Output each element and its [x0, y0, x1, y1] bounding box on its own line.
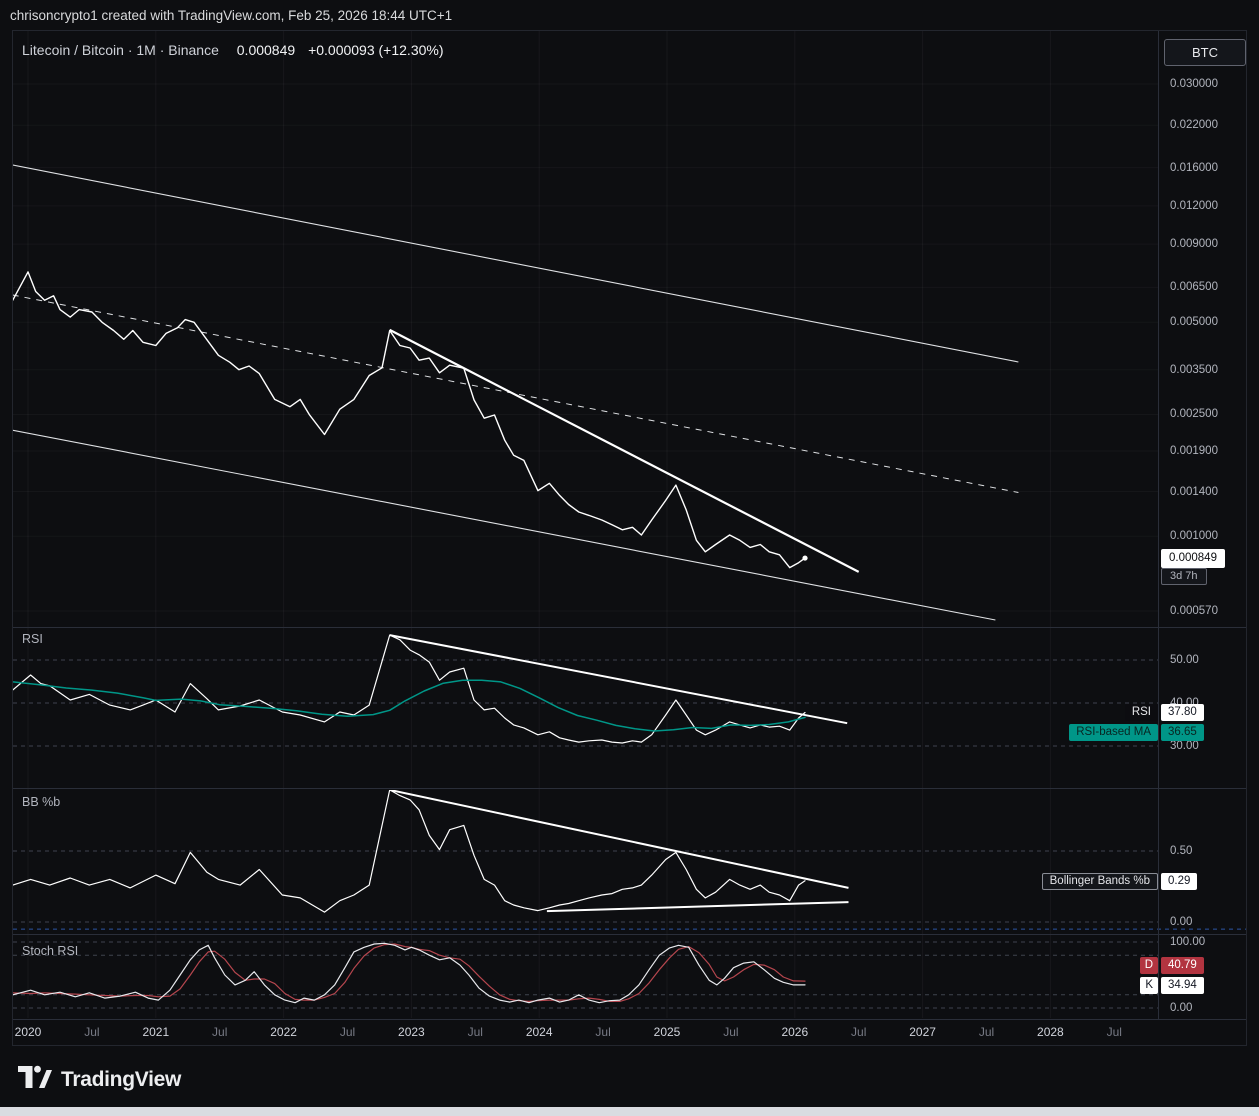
time-axis-label: 2027: [909, 1025, 936, 1039]
price-axis-tick: 0.005000: [1170, 316, 1218, 329]
attribution-text: chrisoncrypto1 created with TradingView.…: [10, 8, 453, 23]
price-axis-tick: 0.000570: [1170, 605, 1218, 618]
price-axis-tick: 0.003500: [1170, 363, 1218, 376]
stoch-pane-title[interactable]: Stoch RSI: [22, 944, 79, 958]
tradingview-logo-icon: [18, 1062, 52, 1097]
price-axis-tick: 0.009000: [1170, 238, 1218, 251]
rsi-pane-title[interactable]: RSI: [22, 632, 43, 646]
price-axis-tick: 0.001400: [1170, 485, 1218, 498]
brand-name: TradingView: [61, 1067, 182, 1091]
time-axis-label: Jul: [467, 1025, 483, 1039]
time-axis-label: Jul: [339, 1025, 356, 1039]
indicator-level-label: 30.00: [1170, 740, 1199, 752]
bar-countdown-badge: 3d 7h: [1161, 568, 1207, 585]
currency-toggle-button[interactable]: BTC: [1164, 39, 1246, 66]
time-axis-label: Jul: [595, 1025, 611, 1039]
indicator-level-label: 0.00: [1170, 1002, 1193, 1014]
time-axis[interactable]: 2020 Jul 2021 Jul 2022 Jul 2023 Jul 2024 Jul 2025 J…: [0, 1019, 1259, 1046]
price-axis-tick: 0.022000: [1170, 119, 1218, 132]
time-axis-label: Jul: [978, 1025, 995, 1039]
rsi-ma-value-chip: 36.65: [1161, 724, 1204, 741]
bb-pane-title[interactable]: BB %b: [22, 795, 61, 809]
time-axis-label: 2021: [142, 1025, 170, 1039]
stoch-k-value-chip: 34.94: [1161, 977, 1204, 994]
indicator-level-label: 0.00: [1170, 916, 1193, 928]
price-axis-tick: 0.001000: [1170, 530, 1218, 543]
indicator-level-label: 0.50: [1170, 845, 1193, 857]
time-axis-label: Jul: [851, 1025, 867, 1039]
tradingview-branding[interactable]: TradingView: [18, 1062, 181, 1097]
price-axis-tick: 0.030000: [1170, 78, 1218, 90]
time-axis-label: Jul: [212, 1025, 228, 1039]
bb-value-chip: 0.29: [1161, 873, 1198, 890]
rsi-value-chip: 37.80: [1161, 704, 1204, 721]
time-axis-label: Jul: [1106, 1025, 1122, 1039]
symbol-title[interactable]: Litecoin / Bitcoin · 1M · Binance: [22, 42, 219, 58]
time-axis-label: 2020: [14, 1025, 42, 1039]
rsi-name-chip: RSI: [1124, 704, 1158, 721]
time-axis-label: 2023: [398, 1025, 425, 1039]
stoch-d-value-chip: 40.79: [1161, 957, 1204, 974]
time-axis-label: 2022: [270, 1025, 297, 1039]
bottom-strip: [0, 1107, 1259, 1116]
price-axis-tick: 0.012000: [1170, 199, 1218, 212]
bb-name-chip: Bollinger Bands %b: [1041, 873, 1158, 890]
time-axis-label: Jul: [84, 1025, 100, 1039]
current-price-badge: 0.000849: [1161, 549, 1225, 568]
price-axis-tick: 0.006500: [1170, 281, 1218, 294]
price-axis-tick: 0.002500: [1170, 408, 1218, 421]
symbol-legend: Litecoin / Bitcoin · 1M · Binance 0.0008…: [22, 42, 444, 58]
price-axis-tick: 0.016000: [1170, 161, 1218, 174]
rsi-ma-name-chip: RSI-based MA: [1069, 724, 1158, 741]
price-axis-tick: 0.001900: [1170, 444, 1218, 457]
time-axis-label: Jul: [723, 1025, 739, 1039]
time-axis-label: 2025: [653, 1025, 681, 1039]
time-axis-label: 2026: [781, 1025, 809, 1039]
indicator-level-label: 50.00: [1170, 654, 1199, 666]
last-price: 0.000849: [236, 42, 296, 58]
price-axis[interactable]: 0.030000 0.022000 0.016000 0.012000 0.009000…: [1161, 0, 1258, 1046]
stoch-d-name-chip: D: [1139, 957, 1158, 974]
price-change: +0.000093 (+12.30%): [308, 42, 444, 58]
stoch-k-name-chip: K: [1140, 977, 1158, 994]
time-axis-label: 2028: [1037, 1025, 1064, 1039]
indicator-level-label: 100.00: [1170, 936, 1206, 948]
time-axis-label: 2024: [525, 1025, 553, 1039]
